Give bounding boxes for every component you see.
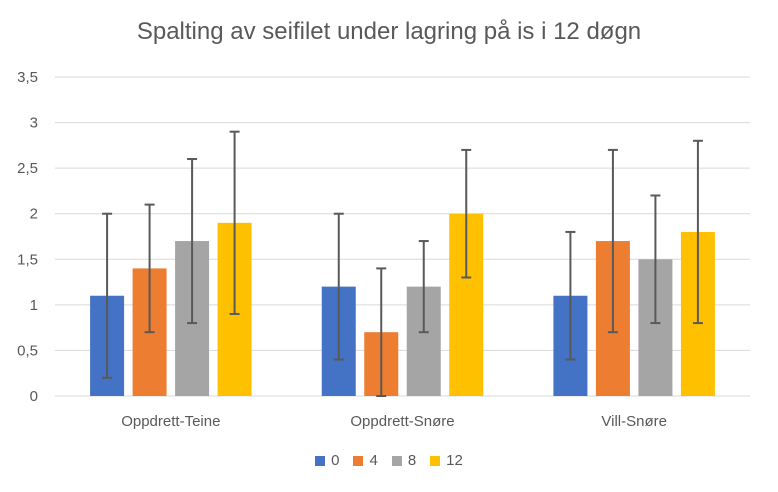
- legend-item: 8: [391, 452, 417, 469]
- legend-item: 12: [430, 452, 463, 469]
- y-tick-label: 0,5: [17, 342, 38, 359]
- chart-title: Spalting av seifilet under lagring på is…: [136, 18, 642, 45]
- legend-label: 0: [331, 452, 340, 469]
- legend-item: 4: [353, 452, 378, 469]
- y-tick-label: 1: [30, 297, 38, 314]
- y-tick-label: 2: [30, 206, 38, 223]
- legend-label: 8: [407, 452, 417, 469]
- x-tick-label: Vill-Snøre: [601, 413, 667, 430]
- y-tick-label: 3: [30, 115, 38, 132]
- legend-swatch: [430, 455, 441, 466]
- x-tick-label: Oppdrett-Teine: [121, 413, 220, 430]
- x-tick-label: Oppdrett-Snøre: [350, 413, 454, 430]
- legend-swatch: [315, 455, 326, 466]
- y-tick-label: 3,5: [17, 69, 38, 86]
- legend-swatch: [353, 455, 364, 466]
- legend-swatch: [391, 455, 402, 466]
- legend-label: 4: [369, 452, 378, 469]
- legend-item: 0: [315, 452, 339, 469]
- legend: 0 4 8 12: [0, 452, 778, 469]
- y-tick-label: 1,5: [17, 251, 38, 268]
- legend-label: 12: [446, 452, 463, 469]
- y-tick-label: 2,5: [17, 160, 38, 177]
- y-tick-label: 0: [30, 388, 38, 405]
